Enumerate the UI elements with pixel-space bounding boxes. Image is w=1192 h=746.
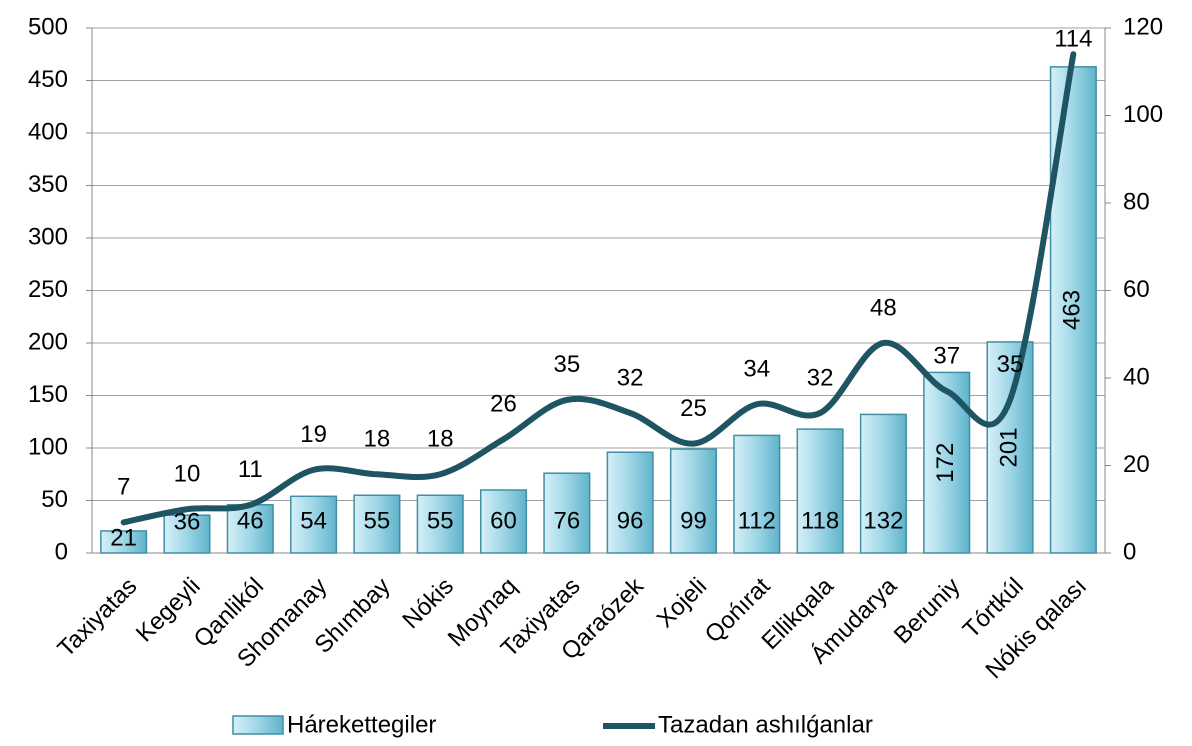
line-value-label: 10	[174, 461, 201, 488]
bar	[353, 494, 401, 554]
line	[120, 51, 1077, 526]
bar	[796, 428, 844, 554]
bar	[100, 530, 148, 554]
bar-value-label: 60	[490, 507, 517, 534]
legend-label: Tazadan ashılǵanlar	[658, 711, 873, 738]
bar-value-label: 55	[364, 507, 391, 534]
bar	[226, 503, 274, 554]
legend-swatch	[232, 715, 284, 735]
bar	[986, 341, 1034, 554]
line-value-label: 48	[870, 294, 897, 321]
line-value-label: 18	[427, 426, 454, 453]
line-value-label: 114	[1054, 25, 1092, 52]
y-tick-label: 50	[41, 486, 68, 513]
y-tick-label: 400	[28, 118, 68, 145]
y2-tick-label: 20	[1123, 451, 1150, 478]
y2-tick-label: 40	[1123, 363, 1150, 390]
x-tick-label: Xojeli	[652, 573, 713, 634]
bar-value-label: 201	[995, 427, 1022, 467]
x-tick-label: Taxiyatas	[53, 573, 143, 663]
line-value-label: 35	[553, 351, 580, 378]
x-tick-label: Beruniy	[889, 573, 966, 650]
y2-tick-label: 60	[1123, 276, 1150, 303]
line-value-label: 26	[490, 391, 517, 418]
y-tick-label: 250	[28, 276, 68, 303]
bar-value-label: 172	[932, 443, 959, 483]
y-tick-label: 500	[28, 13, 68, 40]
line-value-label: 32	[617, 364, 644, 391]
bar	[859, 413, 907, 554]
bar-value-label: 132	[863, 507, 903, 534]
bar-value-label: 46	[237, 507, 264, 534]
line-value-label: 25	[680, 395, 707, 422]
y-tick-label: 150	[28, 381, 68, 408]
line-value-label: 18	[364, 426, 391, 453]
line-value-label: 19	[300, 421, 327, 448]
y2-tick-label: 80	[1123, 188, 1150, 215]
bar-value-label: 112	[738, 507, 776, 534]
y2-tick-label: 120	[1123, 13, 1163, 40]
line-value-label: 35	[997, 351, 1024, 378]
line-value-label: 7	[117, 474, 130, 501]
bar	[479, 489, 528, 554]
y2-tick-label: 0	[1123, 538, 1136, 565]
bar	[290, 495, 338, 554]
bar-value-label: 463	[1059, 290, 1086, 330]
bar	[163, 514, 211, 554]
line-value-label: 32	[807, 364, 834, 391]
bar-value-label: 21	[110, 524, 137, 551]
y-tick-label: 450	[28, 66, 68, 93]
y2-tick-label: 100	[1123, 101, 1163, 128]
bar	[543, 472, 591, 554]
bar-value-label: 55	[427, 507, 454, 534]
bar	[416, 494, 464, 554]
line-value-label: 37	[933, 342, 960, 369]
bar-value-label: 96	[617, 507, 644, 534]
bar	[733, 434, 781, 554]
bar-value-label: 54	[300, 507, 327, 534]
bar-value-label: 99	[680, 507, 707, 534]
y-tick-label: 200	[28, 328, 68, 355]
bar	[606, 451, 654, 554]
y-tick-label: 350	[28, 171, 68, 198]
legend-label: Hárekettegiler	[287, 711, 436, 738]
line-value-label: 34	[743, 356, 770, 383]
y-tick-label: 100	[28, 433, 68, 460]
bar	[669, 448, 718, 554]
bar-value-label: 76	[553, 507, 580, 534]
y-tick-label: 0	[55, 538, 68, 565]
y-tick-label: 300	[28, 223, 68, 250]
line-value-label: 11	[238, 456, 263, 483]
bar-value-label: 118	[801, 507, 839, 534]
